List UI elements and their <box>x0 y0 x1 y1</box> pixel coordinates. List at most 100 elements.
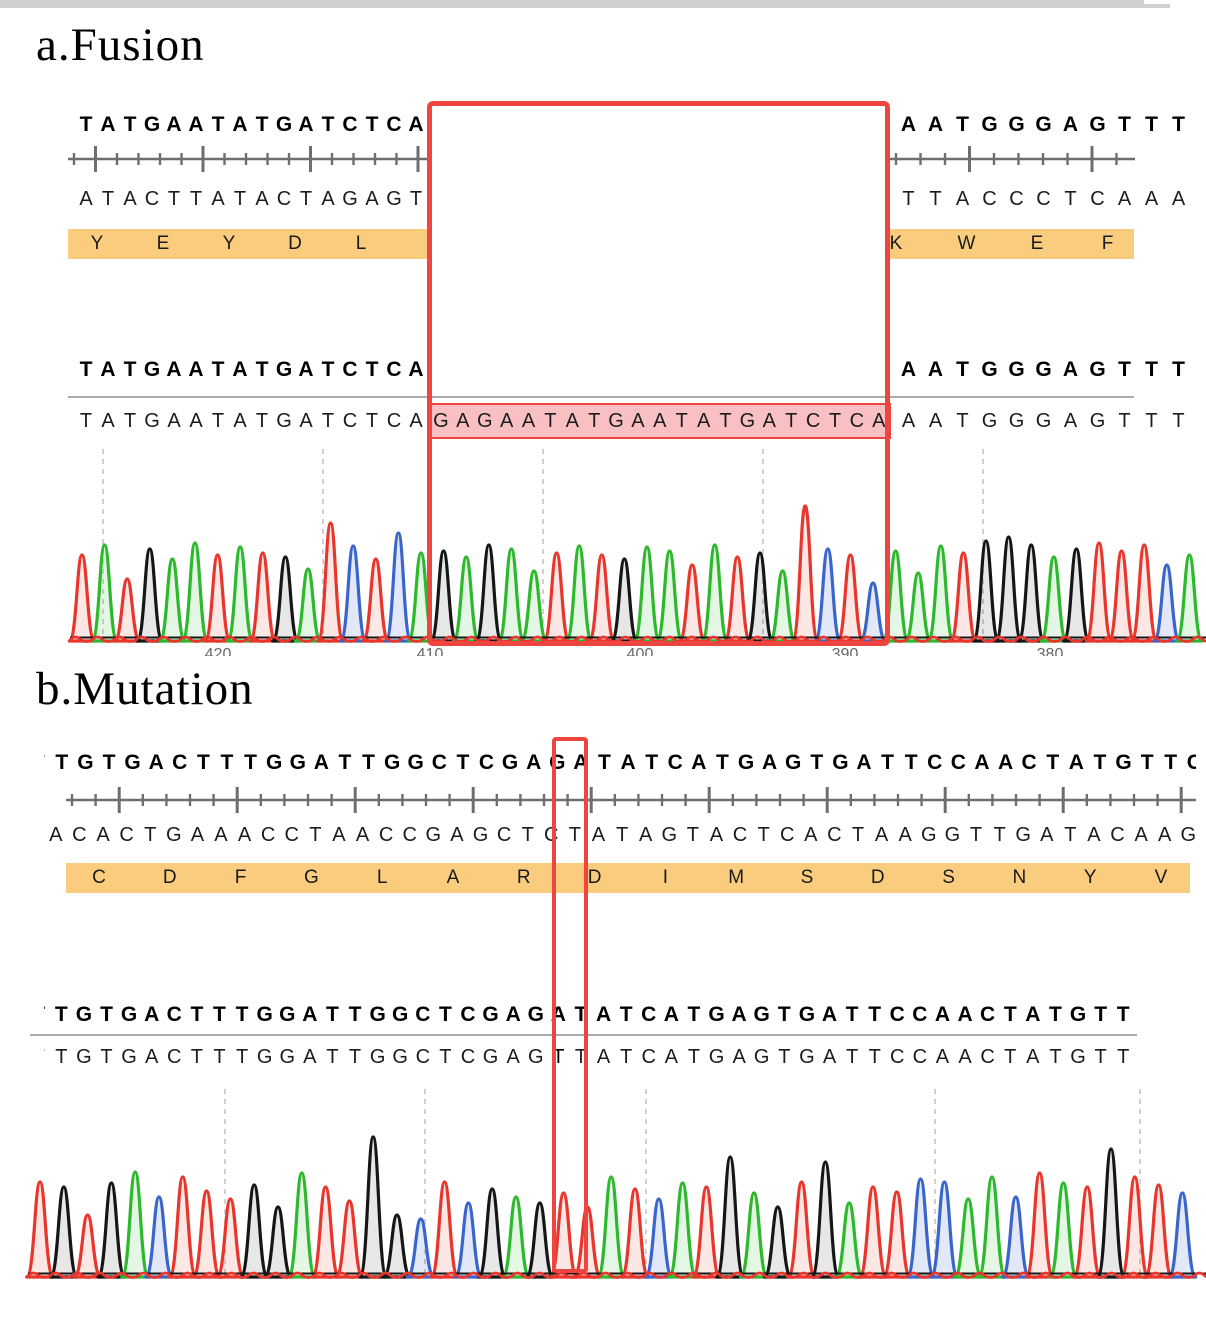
base-letter: C <box>342 113 358 136</box>
amino-acid-letter: F <box>1101 233 1114 254</box>
base-letter: A <box>958 1046 972 1068</box>
base-letter: C <box>431 751 447 774</box>
amino-acid-letter: W <box>957 233 976 254</box>
base-letter: A <box>214 824 228 846</box>
base-letter: A <box>664 1046 678 1068</box>
position-ruler-right <box>890 146 1135 172</box>
base-letter: T <box>1064 824 1077 846</box>
base-letter: G <box>527 1003 544 1026</box>
base-letter: A <box>101 410 115 432</box>
base-letter: C <box>460 1046 476 1068</box>
panel-a-title: a.Fusion <box>36 19 205 71</box>
fusion-panel: TATGAATATGATCTCAAATGGGAGTTTCATACTTATACTA… <box>0 0 1206 656</box>
base-letter: C <box>72 824 87 846</box>
base-letter: C <box>1036 188 1051 210</box>
base-letter: A <box>898 824 912 846</box>
base-letter: T <box>956 358 969 381</box>
base-letter: A <box>355 824 370 846</box>
base-letter: C <box>415 1003 431 1026</box>
base-letter: A <box>96 824 110 846</box>
base-letter: T <box>719 410 732 432</box>
base-letter: C <box>167 1046 182 1068</box>
base-letter: C <box>805 410 821 432</box>
amino-acid-letter: D <box>162 867 177 888</box>
base-letter: A <box>955 188 970 210</box>
base-letter: C <box>1135 1042 1138 1072</box>
base-letter: A <box>526 751 542 774</box>
base-letter: T <box>144 824 157 846</box>
base-letter: C <box>496 824 512 846</box>
base-letter: A <box>1062 358 1079 381</box>
base-letter: A <box>189 410 203 432</box>
base-letter: C <box>172 751 188 774</box>
base-letter: A <box>321 188 335 210</box>
base-letter: T <box>321 358 335 381</box>
base-letter: A <box>237 824 252 846</box>
base-letter: A <box>595 1003 612 1026</box>
query-sequence-right: AATGGGAGTTTC <box>895 406 1196 436</box>
base-letter: C <box>460 1003 476 1026</box>
amino-acid-letter: L <box>376 867 388 888</box>
base-letter: A <box>299 410 313 432</box>
base-letter: T <box>969 824 983 846</box>
alignment-separator-line <box>30 1034 1137 1036</box>
base-letter: G <box>482 1046 499 1068</box>
base-letter: T <box>1004 1046 1017 1068</box>
base-letter: A <box>821 1003 838 1026</box>
base-letter: G <box>407 751 424 774</box>
base-letter: T <box>956 113 969 136</box>
base-letter: T <box>845 1003 859 1026</box>
base-letter: T <box>338 751 352 774</box>
base-letter: T <box>321 113 335 136</box>
base-letter: T <box>299 188 313 210</box>
base-letter: T <box>1117 1046 1130 1068</box>
reference-sequence: TTGTGACTTTGGATTGGCTCGAGATATCATGAGTGATTCC… <box>44 748 1196 778</box>
base-letter: C <box>386 113 402 136</box>
base-letter: G <box>279 1046 296 1068</box>
base-letter: C <box>827 824 842 846</box>
base-letter: T <box>1145 410 1158 432</box>
base-letter: T <box>438 1003 452 1026</box>
base-letter: A <box>620 751 636 774</box>
fusion-region-box <box>427 101 890 646</box>
base-letter: G <box>386 188 402 210</box>
base-letter: C <box>912 1046 928 1068</box>
base-letter: G <box>383 751 401 774</box>
base-letter: A <box>696 410 711 432</box>
base-letter: T <box>757 824 770 846</box>
base-letter: C <box>641 1003 657 1026</box>
base-letter: C <box>378 824 394 846</box>
base-letter: T <box>1145 113 1158 136</box>
amino-acid-letter: C <box>92 867 106 888</box>
base-letter: T <box>993 824 1006 846</box>
base-letter: A <box>663 1003 679 1026</box>
base-letter: A <box>148 751 164 774</box>
amino-acid-letter: S <box>942 867 955 888</box>
base-letter: T <box>255 358 269 381</box>
base-letter: A <box>957 1003 973 1026</box>
base-letter: G <box>276 410 292 432</box>
base-letter: T <box>189 188 203 210</box>
base-letter: T <box>1164 751 1178 774</box>
base-letter: C <box>478 751 495 774</box>
base-letter: G <box>832 751 849 774</box>
base-letter: T <box>309 824 322 846</box>
base-letter: A <box>927 113 944 136</box>
base-letter: C <box>166 1003 182 1026</box>
base-letter: G <box>501 751 519 774</box>
base-letter: C <box>779 824 795 846</box>
base-letter: A <box>408 113 424 136</box>
base-letter: A <box>900 358 917 381</box>
base-letter: T <box>123 358 137 381</box>
base-letter: T <box>365 113 379 136</box>
base-letter: T <box>123 113 137 136</box>
base-letter: G <box>1089 113 1106 136</box>
base-letter: G <box>392 1046 408 1068</box>
base-letter: G <box>279 1003 296 1026</box>
amino-acid-letter: L <box>355 233 367 254</box>
base-letter: T <box>196 751 210 774</box>
base-letter: C <box>1192 110 1196 140</box>
base-letter: G <box>256 1046 273 1068</box>
